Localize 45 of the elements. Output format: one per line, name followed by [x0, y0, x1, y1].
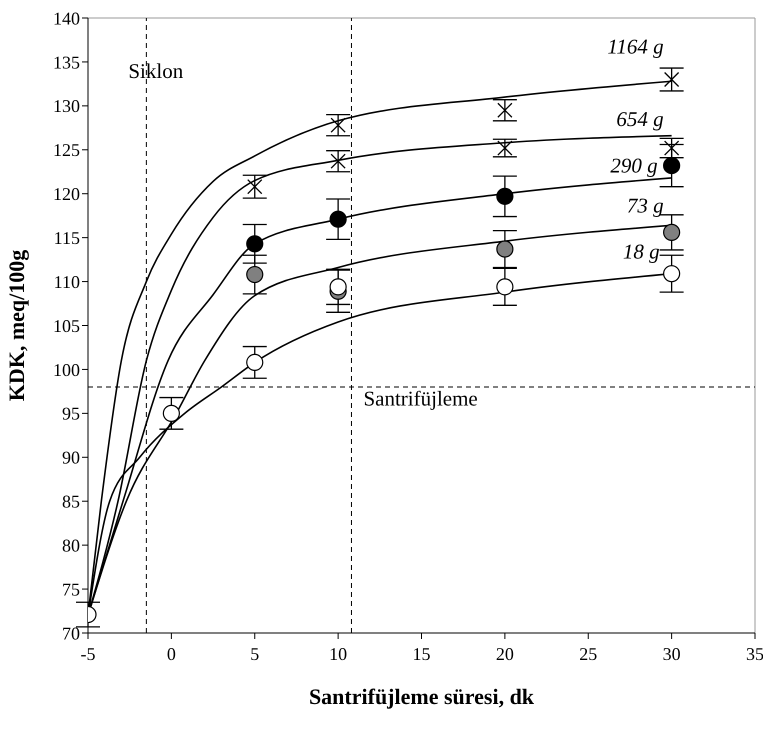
- y-tick-label: 110: [54, 272, 80, 292]
- x-tick-label: 35: [746, 644, 764, 664]
- point: [330, 210, 347, 228]
- point: [330, 278, 347, 296]
- y-tick-label: 95: [62, 404, 80, 424]
- y-tick-label: 85: [62, 492, 80, 512]
- point: [496, 188, 514, 205]
- ref-line-label: Siklon: [128, 59, 184, 83]
- point: [663, 265, 680, 282]
- point: [246, 354, 264, 371]
- y-tick-label: 140: [53, 8, 80, 28]
- y-tick-label: 70: [62, 623, 80, 644]
- y-tick-label: 135: [53, 52, 80, 72]
- x-tick-label: 30: [662, 644, 681, 664]
- ref-line-label: Santrifüjleme: [363, 386, 478, 410]
- y-tick-label: 100: [53, 360, 80, 380]
- point: [663, 224, 680, 241]
- x-axis-title: Santrifüjleme süresi, dk: [308, 684, 535, 709]
- point: [663, 157, 680, 174]
- series-label: 73 g: [626, 193, 664, 218]
- series-label: 1164 g: [607, 34, 664, 58]
- x-tick-label: -5: [80, 644, 96, 664]
- point: [246, 235, 264, 252]
- series-label: 654 g: [616, 107, 664, 132]
- y-tick-label: 120: [53, 184, 80, 204]
- y-tick-label: 125: [53, 140, 80, 160]
- point: [496, 240, 514, 258]
- y-axis-title: KDK, meq/100g: [4, 250, 29, 402]
- x-tick-label: 10: [329, 644, 348, 664]
- point: [496, 278, 514, 296]
- y-tick-label: 80: [62, 536, 80, 556]
- x-tick-label: 0: [166, 644, 176, 664]
- x-tick-label: 25: [579, 644, 598, 664]
- y-tick-label: 105: [53, 316, 80, 336]
- y-tick-label: 75: [62, 579, 80, 600]
- x-tick-label: 20: [496, 644, 514, 664]
- y-tick-label: 115: [54, 228, 80, 248]
- series-label: 290 g: [610, 154, 658, 178]
- point: [162, 404, 180, 422]
- y-tick-label: 130: [53, 96, 80, 116]
- x-tick-label: 5: [250, 644, 260, 664]
- series-label: 18 g: [622, 240, 660, 264]
- point: [246, 266, 264, 284]
- x-tick-label: 15: [412, 644, 430, 664]
- y-tick-label: 90: [62, 448, 80, 468]
